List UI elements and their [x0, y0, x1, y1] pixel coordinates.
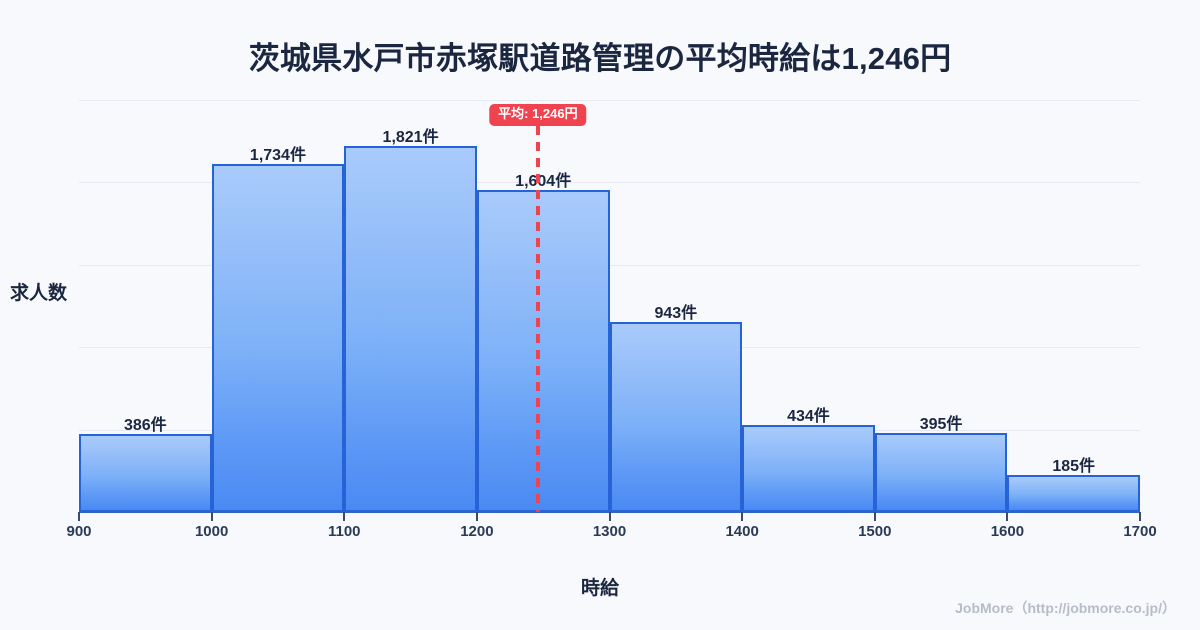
bar-value-label: 434件 [787, 407, 830, 425]
x-axis-tick [873, 512, 876, 521]
bar-value-label: 185件 [1052, 457, 1096, 475]
x-axis-tick [608, 512, 611, 521]
average-line [535, 126, 540, 512]
bar-value-label: 395件 [919, 415, 963, 433]
x-axis-title: 時給 [580, 578, 619, 599]
histogram-bar[interactable] [344, 146, 477, 512]
x-axis-tick [741, 512, 744, 521]
histogram-bar[interactable] [874, 432, 1008, 512]
x-axis-tick [78, 512, 80, 521]
x-axis-tick [343, 512, 346, 521]
plot-area [79, 100, 1140, 512]
x-axis-tick-label: 1400 [725, 523, 759, 540]
x-axis-tick-label: 1500 [858, 523, 892, 540]
chart-title: 茨城県水戸市赤塚駅道路管理の平均時給は1,246円 [248, 41, 952, 76]
bar-value-label: 943件 [654, 305, 698, 323]
gridline [79, 182, 1140, 183]
histogram-bar[interactable] [476, 189, 610, 512]
bars-layer [79, 100, 1140, 512]
histogram-bar[interactable] [211, 163, 345, 512]
x-axis-tick-label: 1200 [460, 523, 494, 540]
x-axis-tick-label: 1000 [194, 523, 229, 540]
x-axis-tick-label: 1300 [592, 523, 627, 540]
bar-value-label: 1,821件 [382, 129, 439, 147]
x-axis-tick-label: 1600 [990, 523, 1025, 540]
histogram-bar[interactable] [79, 434, 212, 512]
x-axis-tick-label: 1100 [327, 523, 361, 540]
gridline [79, 265, 1140, 266]
x-axis-tick-label: 1700 [1123, 523, 1157, 540]
footer-credit: JobMore（http://jobmore.co.jp/） [955, 600, 1176, 616]
x-axis-tick [475, 512, 478, 521]
x-axis-tick [1139, 512, 1141, 521]
histogram-bar[interactable] [609, 322, 743, 512]
y-axis-title: 求人数 [10, 283, 68, 304]
histogram-bar[interactable] [1007, 474, 1140, 512]
average-badge: 平均: 1,246円 [489, 104, 587, 126]
bar-value-label: 1,604件 [515, 172, 572, 190]
histogram-bar[interactable] [742, 424, 875, 512]
bar-value-label: 1,734件 [249, 146, 306, 164]
x-axis-tick [1006, 512, 1009, 521]
gridline [79, 100, 1140, 101]
x-axis-tick [210, 512, 213, 521]
bar-value-label: 386件 [123, 417, 167, 435]
x-axis-tick-label: 900 [66, 523, 92, 540]
